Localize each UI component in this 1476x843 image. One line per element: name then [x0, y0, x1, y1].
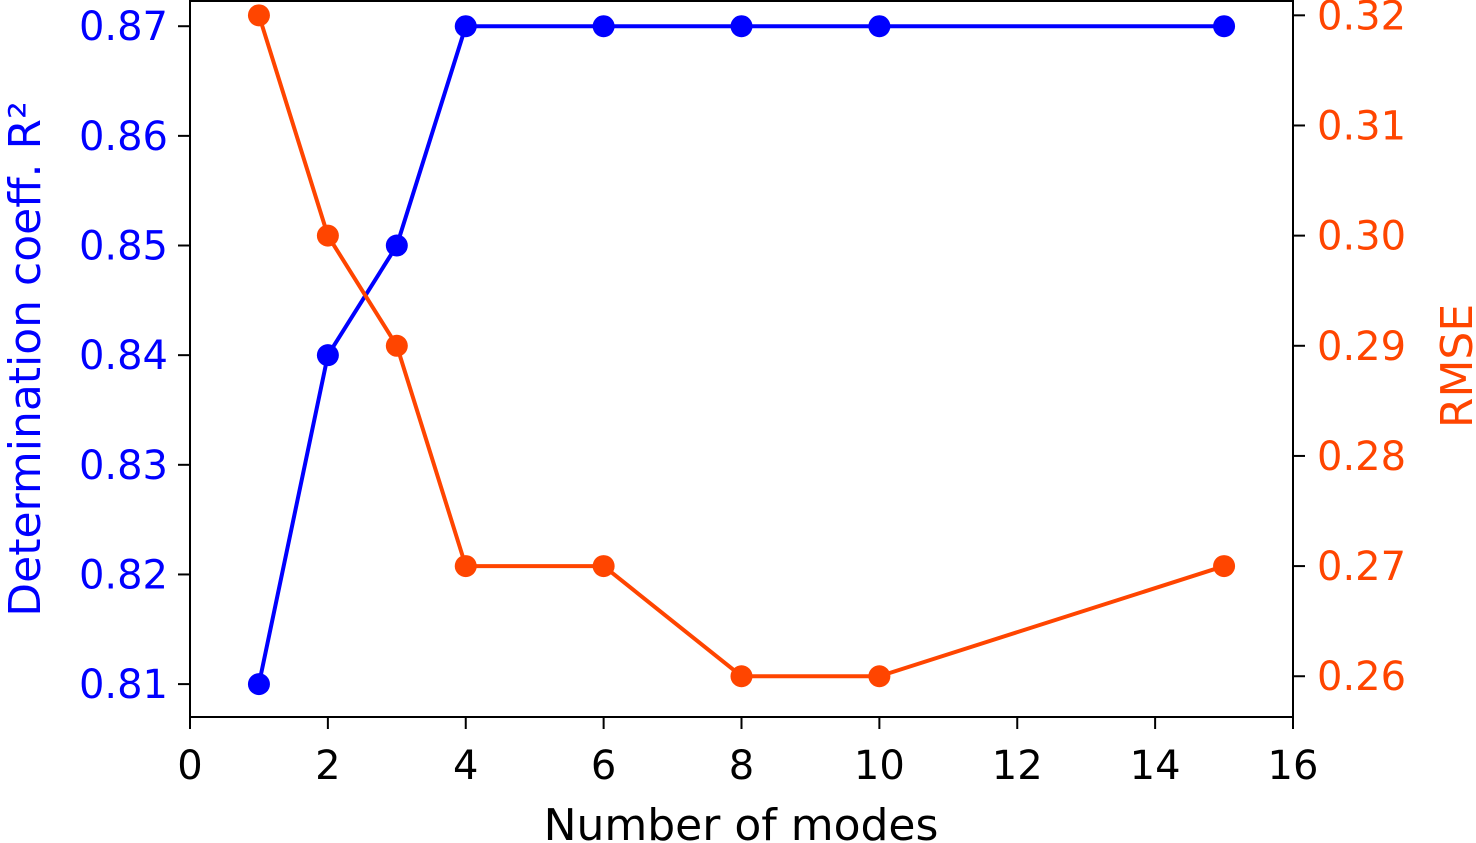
- data-point-r2: [868, 15, 891, 38]
- data-point-r2: [1213, 15, 1236, 38]
- x-axis: 0 2 4 6 8 10 12 14 16: [177, 717, 1318, 789]
- series-line-r2: [256, 24, 1225, 685]
- left-y-tick-label: 0.83: [79, 443, 168, 489]
- x-tick-label: 10: [854, 743, 905, 789]
- left-y-tick-label: 0.86: [79, 114, 168, 160]
- data-point-r2: [316, 344, 339, 367]
- x-tick-label: 0: [177, 743, 202, 789]
- right-y-tick-label: 0.28: [1317, 434, 1406, 480]
- data-point-rmse: [385, 334, 408, 357]
- plot-frame: [189, 0, 1294, 718]
- data-point-rmse: [454, 555, 477, 578]
- left-y-tick-label: 0.87: [79, 4, 168, 50]
- right-y-tick-label: 0.32: [1317, 0, 1406, 39]
- x-tick-label: 2: [315, 743, 340, 789]
- left-y-tick-label: 0.82: [79, 552, 168, 598]
- data-point-rmse: [868, 665, 891, 688]
- x-tick-label: 16: [1268, 743, 1319, 789]
- left-y-tick-label: 0.81: [79, 662, 168, 708]
- data-point-r2: [730, 15, 753, 38]
- right-y-tick-label: 0.30: [1317, 214, 1406, 260]
- x-tick-label: 12: [992, 743, 1043, 789]
- data-point-rmse: [1213, 555, 1236, 578]
- right-y-tick-label: 0.31: [1317, 103, 1406, 149]
- right-y-axis-title: RMSE: [1432, 304, 1476, 428]
- data-point-rmse: [592, 555, 615, 578]
- right-y-tick-label: 0.29: [1317, 324, 1406, 370]
- data-point-rmse: [730, 665, 753, 688]
- data-point-r2: [385, 234, 408, 257]
- data-point-r2: [247, 673, 270, 696]
- left-y-axis: 0.81 0.82 0.83 0.84 0.85 0.86 0.87: [79, 4, 190, 708]
- right-y-tick-label: 0.27: [1317, 544, 1406, 590]
- x-tick-label: 4: [453, 743, 478, 789]
- data-point-rmse: [247, 4, 270, 27]
- data-point-r2: [454, 15, 477, 38]
- x-axis-title: Number of modes: [544, 800, 939, 843]
- x-tick-label: 14: [1130, 743, 1181, 789]
- left-y-tick-label: 0.85: [79, 224, 168, 270]
- left-y-tick-label: 0.84: [79, 333, 168, 379]
- chart-marks: [247, 4, 1236, 696]
- data-point-rmse: [316, 224, 339, 247]
- left-y-axis-title: Determination coeff. R²: [0, 101, 51, 616]
- data-point-r2: [592, 15, 615, 38]
- right-y-axis: 0.26 0.27 0.28 0.29 0.30 0.31 0.32: [1293, 0, 1406, 700]
- series-line-rmse: [257, 14, 1225, 679]
- x-tick-label: 8: [729, 743, 754, 789]
- x-tick-label: 6: [591, 743, 616, 789]
- right-y-tick-label: 0.26: [1317, 654, 1406, 700]
